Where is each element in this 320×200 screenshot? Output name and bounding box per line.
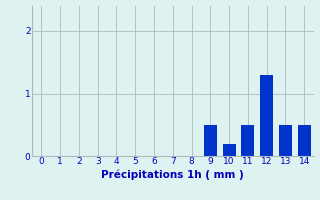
Bar <box>298 125 311 156</box>
X-axis label: Précipitations 1h ( mm ): Précipitations 1h ( mm ) <box>101 169 244 180</box>
Bar <box>204 125 217 156</box>
Bar <box>241 125 254 156</box>
Bar <box>222 144 236 156</box>
Bar <box>279 125 292 156</box>
Bar <box>260 75 273 156</box>
